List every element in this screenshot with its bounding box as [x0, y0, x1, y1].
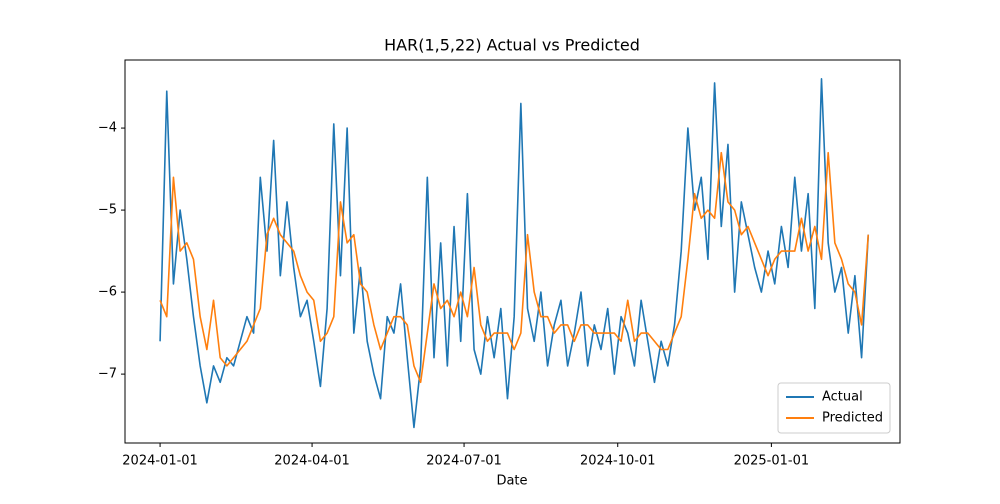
y-tick-label: −6 [98, 285, 117, 300]
y-tick-label: −5 [98, 203, 117, 218]
legend-label: Predicted [822, 411, 883, 426]
y-tick-label: −4 [98, 121, 117, 136]
plot-frame [124, 59, 901, 444]
y-tick-label: −7 [98, 367, 117, 382]
x-tick-label: 2024-01-01 [122, 454, 198, 469]
x-tick-label: 2025-01-01 [734, 454, 810, 469]
x-tick-label: 2024-04-01 [274, 454, 350, 469]
data-line [159, 151, 870, 384]
chart-title: HAR(1,5,22) Actual vs Predicted [384, 36, 640, 55]
data-line [159, 78, 870, 429]
x-tick-label: 2024-10-01 [580, 454, 656, 469]
legend-label: Actual [822, 390, 863, 405]
x-axis-label: Date [496, 474, 527, 489]
legend-box [777, 382, 891, 434]
x-tick-label: 2024-07-01 [426, 454, 502, 469]
